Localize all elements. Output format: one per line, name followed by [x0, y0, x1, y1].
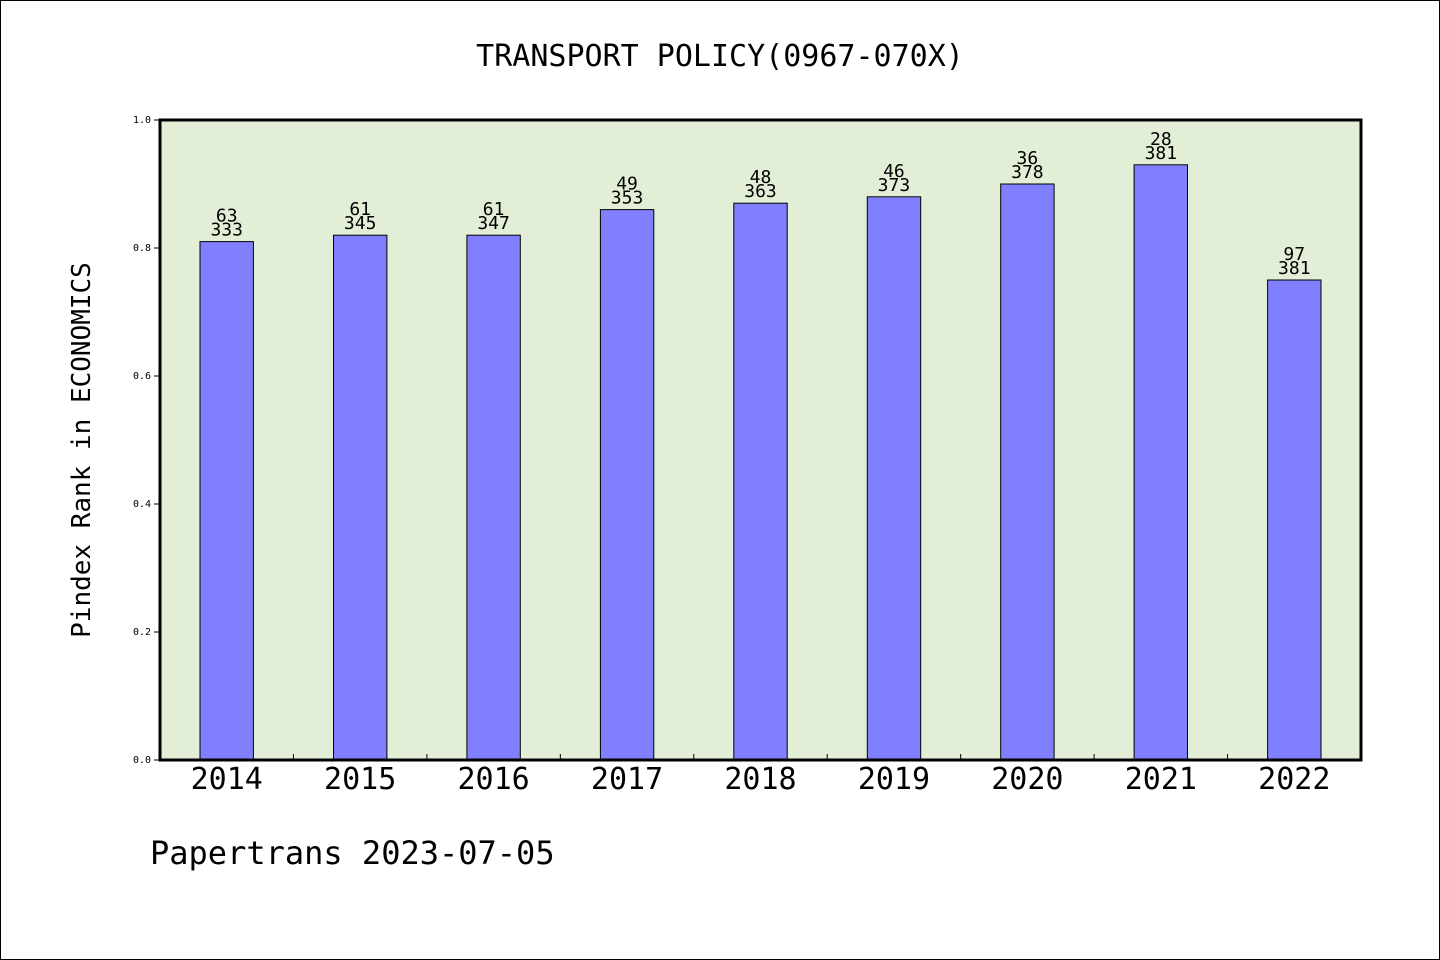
y-tick-label: 1.0 [133, 115, 151, 126]
x-tick-label-2017: 2017 [591, 762, 663, 797]
bar-2017 [599, 209, 655, 761]
bar-2022 [1267, 279, 1322, 761]
bars-group [199, 164, 1322, 761]
y-tick-label: 0.6 [133, 371, 151, 382]
x-tick-label-2021: 2021 [1125, 762, 1197, 797]
x-axis: 2014 2015 2016 2017 2018 2019 2020 2021 2022 [191, 754, 1330, 797]
bar-label-total-2021: 381 [1145, 143, 1178, 164]
bar-label-rank-2017: 49 [616, 174, 638, 195]
bar-2015 [333, 234, 388, 761]
bar-2021 [1133, 164, 1188, 761]
bar-label-rank-2019: 46 [883, 161, 905, 182]
y-axis: 0.0 0.2 0.4 0.6 0.8 1.0 [133, 115, 160, 766]
y-axis-label: Pindex Rank in ECONOMICS [67, 262, 97, 638]
x-tick-label-2018: 2018 [724, 762, 796, 797]
bar-label-total-2022: 381 [1278, 258, 1311, 279]
bar-label-total-2015: 345 [344, 213, 377, 234]
plot-border [158, 118, 1363, 762]
bar-label-rank-2022: 97 [1283, 244, 1305, 265]
bar-label-rank-2016: 61 [483, 199, 505, 220]
bar-label-rank-2020: 36 [1017, 148, 1039, 169]
bar-label-total-2017: 353 [611, 188, 644, 209]
bar-label-total-2018: 363 [744, 181, 777, 202]
x-tick-label-2020: 2020 [991, 762, 1063, 797]
footer-source: Papertrans 2023-07-05 [150, 834, 555, 872]
bar-label-total-2014: 333 [210, 220, 243, 241]
bar-2016 [466, 234, 521, 761]
y-tick-label: 0.0 [133, 755, 151, 766]
x-tick-label-2022: 2022 [1258, 762, 1330, 797]
bar-label-rank-2018: 48 [750, 167, 772, 188]
y-tick-label: 0.4 [133, 499, 151, 510]
x-tick-label-2016: 2016 [457, 762, 529, 797]
bar-2018 [733, 202, 788, 761]
bar-2014 [199, 241, 254, 761]
bar-label-total-2020: 378 [1011, 162, 1044, 183]
bar-2020 [1000, 183, 1055, 761]
chart-title: TRANSPORT POLICY(0967-070X) [476, 39, 964, 74]
bar-2019 [866, 196, 922, 761]
bar-label-rank-2014: 63 [216, 206, 238, 227]
x-tick-label-2019: 2019 [858, 762, 930, 797]
bar-label-rank-2015: 61 [349, 199, 371, 220]
bar-label-rank-2021: 28 [1150, 129, 1172, 150]
x-tick-label-2014: 2014 [191, 762, 263, 797]
y-tick-label: 0.8 [133, 243, 151, 254]
bar-label-total-2019: 373 [878, 175, 911, 196]
x-tick-label-2015: 2015 [324, 762, 396, 797]
y-tick-label: 0.2 [133, 627, 151, 638]
bar-labels-group: 6333361345613474935348363463733637828381… [210, 129, 1310, 279]
bar-label-total-2016: 347 [477, 213, 510, 234]
